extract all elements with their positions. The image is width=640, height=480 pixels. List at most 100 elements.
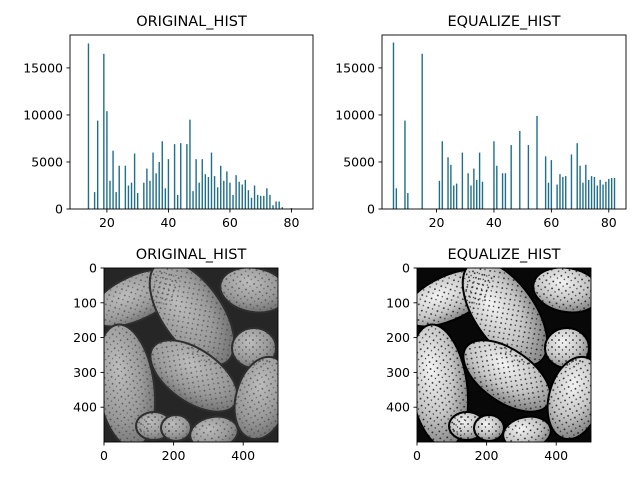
equalized-hist-bar bbox=[453, 185, 455, 209]
equalized-hist-bar bbox=[407, 193, 409, 209]
equalized-hist-bar bbox=[608, 178, 610, 209]
original-hist-y-tick-label: 10000 bbox=[23, 107, 63, 122]
equalized-hist-y-tick-label: 10000 bbox=[335, 107, 375, 122]
equalized-image-title: EQUALIZE_HIST bbox=[447, 247, 560, 263]
equalized-hist-x-tick-label: 40 bbox=[486, 215, 502, 230]
equalized-hist-bar bbox=[527, 145, 530, 209]
original-hist-bar bbox=[112, 150, 114, 209]
equalized-hist-bar bbox=[556, 184, 558, 209]
equalized-hist-x-tick-label: 20 bbox=[429, 215, 445, 230]
original-hist-bar bbox=[109, 180, 111, 209]
original-hist-bar bbox=[133, 153, 136, 209]
equalized-hist-frame bbox=[381, 34, 627, 210]
original-hist-bar bbox=[96, 120, 99, 209]
equalized-hist-bar bbox=[547, 182, 550, 209]
original-hist-bar bbox=[149, 180, 151, 209]
original-hist-bar bbox=[290, 208, 293, 209]
original-hist-bar bbox=[207, 177, 210, 209]
original-hist-bar bbox=[136, 193, 139, 209]
equalized-image-y-tick-label: 0 bbox=[402, 261, 410, 276]
equalized-hist-bar bbox=[550, 160, 553, 209]
original-hist-bar bbox=[103, 53, 105, 210]
original-hist-bar bbox=[127, 185, 130, 209]
equalized-hist-bar bbox=[478, 152, 481, 209]
equalized-hist-bar bbox=[501, 173, 504, 209]
equalized-hist-bar bbox=[562, 177, 564, 209]
equalized-image-axes: 0 200 400 0 100 200 300 400 EQUALIZE_HIST bbox=[386, 247, 592, 463]
original-image-y-tick-label: 100 bbox=[73, 295, 97, 310]
equalized-hist-bar bbox=[559, 174, 561, 209]
equalized-hist-bar bbox=[450, 164, 452, 209]
equalized-hist-bar bbox=[602, 184, 604, 209]
equalized-hist-x-tick-label: 80 bbox=[601, 215, 617, 230]
original-hist-bar bbox=[216, 187, 219, 209]
original-hist-frame bbox=[69, 34, 314, 210]
equalized-hist-bar bbox=[395, 188, 398, 209]
equalized-hist-bar bbox=[605, 181, 607, 209]
original-hist-bar bbox=[263, 195, 265, 209]
original-hist-bar bbox=[275, 201, 277, 209]
equalized-hist-bar bbox=[582, 182, 584, 209]
original-hist-bar bbox=[195, 159, 197, 209]
original-hist-bar bbox=[256, 194, 259, 209]
equalized-image-panel bbox=[417, 268, 591, 442]
original-hist-x-tick-label: 20 bbox=[99, 215, 115, 230]
equalized-hist-bar bbox=[473, 168, 475, 209]
equalized-image-y-tick-label: 400 bbox=[386, 400, 410, 415]
original-hist-bar bbox=[201, 159, 203, 209]
original-hist-bar bbox=[210, 152, 213, 209]
original-image-x-tick-label: 200 bbox=[162, 448, 186, 463]
original-hist-bar bbox=[146, 168, 148, 209]
equalized-hist-x-tick-label: 60 bbox=[543, 215, 559, 230]
equalized-hist-bar bbox=[421, 53, 423, 210]
original-image-y-tick-label: 400 bbox=[73, 400, 97, 415]
original-hist-bar bbox=[180, 143, 182, 209]
original-image-x-tick-label: 400 bbox=[231, 448, 255, 463]
original-histogram-axes: 20 40 60 80 0 5000 10000 15000 ORIGINAL_HIST bbox=[23, 14, 314, 230]
equalized-image-y-tick-label: 100 bbox=[386, 295, 410, 310]
equalized-hist-bar bbox=[536, 115, 538, 209]
equalized-hist-bar bbox=[438, 180, 441, 209]
original-hist-bar bbox=[143, 182, 145, 209]
equalized-hist-bar bbox=[441, 141, 443, 209]
equalized-hist-bar bbox=[496, 165, 498, 209]
original-image-axes: 0 200 400 0 100 200 300 400 ORIGINAL_HIST bbox=[73, 247, 279, 463]
equalized-hist-y-tick-label: 5000 bbox=[343, 154, 375, 169]
original-hist-bar bbox=[272, 205, 274, 209]
equalized-image-y-tick-label: 200 bbox=[386, 330, 410, 345]
equalized-hist-bar bbox=[481, 181, 484, 209]
equalized-hist-bar bbox=[461, 152, 464, 209]
original-hist-bar bbox=[238, 181, 240, 209]
original-image-y-tick-label: 0 bbox=[89, 261, 97, 276]
original-hist-bar bbox=[250, 197, 253, 209]
original-hist-bar bbox=[158, 161, 160, 209]
equalized-hist-bar bbox=[476, 179, 478, 209]
original-hist-x-tick-label: 80 bbox=[284, 215, 300, 230]
equalized-image-x-tick-label: 0 bbox=[413, 448, 421, 463]
equalized-hist-bar bbox=[447, 157, 449, 209]
original-image-title: ORIGINAL_HIST bbox=[136, 247, 247, 263]
original-hist-bar bbox=[176, 194, 179, 209]
original-hist-bar bbox=[93, 192, 96, 209]
equalized-hist-bar bbox=[519, 130, 521, 209]
original-hist-x-tick-label: 60 bbox=[222, 215, 238, 230]
original-hist-bar bbox=[229, 182, 231, 209]
equalized-hist-y-tick-label: 15000 bbox=[335, 60, 375, 75]
original-hist-bar bbox=[167, 159, 170, 209]
equalized-hist-bar bbox=[590, 176, 593, 209]
equalized-hist-bar bbox=[585, 164, 587, 209]
original-hist-bar bbox=[173, 144, 176, 209]
original-hist-y-tick-label: 5000 bbox=[31, 154, 63, 169]
original-hist-bar bbox=[269, 194, 271, 209]
original-hist-bar bbox=[260, 195, 262, 209]
equalized-hist-bar bbox=[610, 177, 613, 209]
original-hist-bar bbox=[281, 207, 283, 209]
equalized-hist-title: EQUALIZE_HIST bbox=[447, 14, 560, 30]
original-hist-bar bbox=[155, 173, 157, 209]
original-image-y-tick-label: 300 bbox=[73, 365, 97, 380]
equalized-hist-bar bbox=[596, 185, 598, 209]
equalized-hist-bar bbox=[579, 165, 581, 209]
equalized-hist-bar bbox=[455, 183, 458, 209]
original-hist-bar bbox=[213, 176, 216, 209]
equalized-image-frame bbox=[416, 267, 592, 443]
